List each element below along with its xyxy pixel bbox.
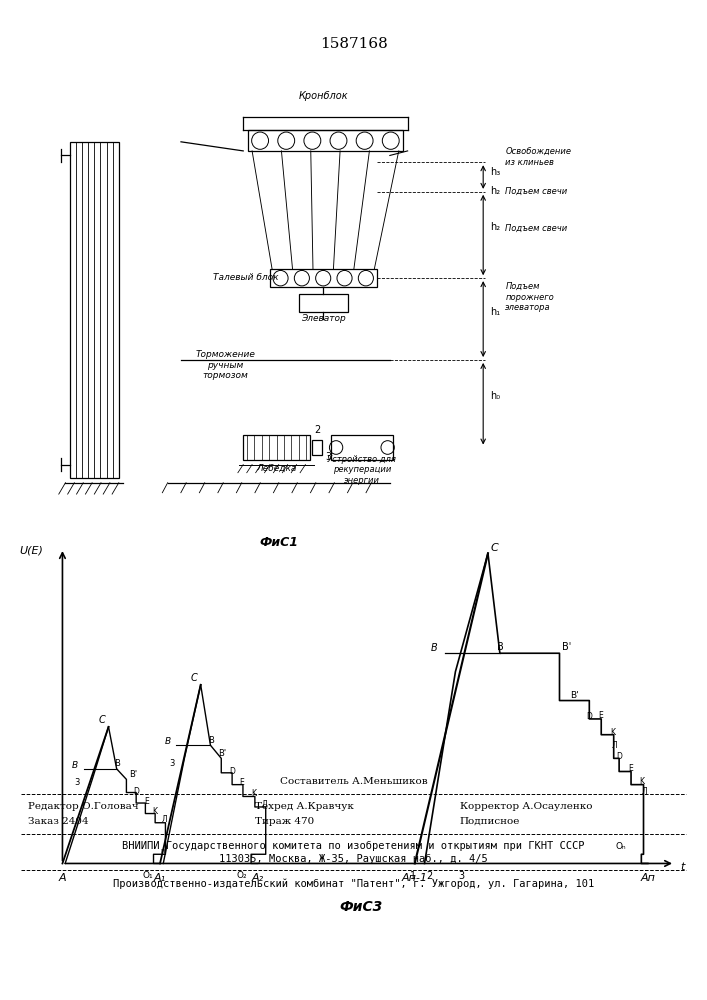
Text: 1: 1 [411, 871, 416, 881]
Text: C: C [491, 543, 498, 553]
Text: Элеватор: Элеватор [300, 314, 346, 323]
Text: B': B' [562, 642, 571, 652]
Text: C: C [99, 715, 105, 725]
Text: h₁: h₁ [490, 307, 500, 317]
Text: B: B [114, 759, 119, 768]
Text: Подъем свечи: Подъем свечи [506, 223, 568, 232]
Text: B: B [72, 761, 78, 770]
Text: 2: 2 [314, 425, 320, 435]
Text: Талевый блок: Талевый блок [214, 273, 279, 282]
Text: O₂: O₂ [237, 871, 247, 880]
Bar [243, 435, 310, 460]
Text: Л: Л [162, 815, 168, 824]
Text: A₁: A₁ [154, 873, 166, 883]
Text: D: D [134, 787, 139, 796]
Text: Тираж 470: Тираж 470 [255, 817, 314, 826]
Text: E: E [240, 778, 245, 787]
Text: U(E): U(E) [20, 545, 44, 555]
Text: B': B' [218, 749, 227, 758]
Text: n: n [160, 848, 165, 854]
Text: 1587168: 1587168 [320, 37, 387, 51]
Text: Устройство для
рекуперации
энергии: Устройство для рекуперации энергии [327, 455, 397, 485]
Text: K: K [251, 789, 256, 798]
Bar [70, 142, 119, 478]
Text: Производственно-издательский комбинат "Патент", г. Ужгород, ул. Гагарина, 101: Производственно-издательский комбинат "П… [113, 878, 594, 889]
Text: Aп: Aп [641, 873, 655, 883]
Text: B: B [497, 642, 504, 652]
Text: O₁: O₁ [143, 871, 153, 880]
Bar [299, 294, 348, 312]
Text: h₂: h₂ [490, 222, 500, 232]
Text: Лебедка: Лебедка [257, 464, 297, 473]
Text: 3: 3 [74, 778, 80, 787]
Text: C: C [191, 673, 198, 683]
Bar [331, 435, 393, 460]
Text: h₀: h₀ [490, 391, 500, 401]
Text: Торможение
ручным
тормозом: Торможение ручным тормозом [196, 350, 255, 380]
Text: B': B' [129, 770, 137, 779]
Text: K: K [610, 728, 615, 737]
Text: D: D [229, 767, 235, 776]
Text: D: D [617, 752, 622, 761]
Text: A: A [59, 873, 66, 883]
Text: Aп-1: Aп-1 [402, 873, 428, 883]
Text: B: B [164, 737, 170, 746]
Bar [247, 130, 403, 151]
Text: E: E [599, 711, 603, 720]
Text: Л: Л [642, 787, 648, 796]
Text: h₃: h₃ [490, 167, 500, 177]
Text: 3: 3 [325, 452, 332, 462]
Text: Подписное: Подписное [460, 817, 520, 826]
Text: 113035, Москва, Ж-35, Раушская наб., д. 4/5: 113035, Москва, Ж-35, Раушская наб., д. … [219, 854, 488, 864]
Text: B: B [431, 643, 438, 653]
Text: A₂: A₂ [252, 873, 264, 883]
Text: Л: Л [262, 800, 267, 809]
Bar [312, 440, 322, 455]
Text: Подъем
порожнего
элеватора: Подъем порожнего элеватора [506, 282, 554, 312]
Text: E: E [629, 764, 633, 773]
Text: Редактор О.Голoвач: Редактор О.Голoвач [28, 802, 139, 811]
Text: B': B' [571, 691, 579, 700]
Text: ФиС1: ФиС1 [259, 536, 298, 549]
Text: 3: 3 [458, 871, 464, 881]
Text: Заказ 2404: Заказ 2404 [28, 817, 89, 826]
Text: Техред А.Кравчук: Техред А.Кравчук [255, 802, 354, 811]
Text: Освобождение
из клиньев: Освобождение из клиньев [506, 147, 571, 167]
Text: B: B [208, 736, 214, 745]
Text: E: E [144, 797, 148, 806]
Text: ФиС3: ФиС3 [339, 900, 382, 914]
Text: 2: 2 [427, 871, 433, 881]
Text: D: D [587, 712, 592, 721]
Text: Кронблок: Кронблок [298, 91, 348, 101]
Text: ВНИИПИ Государственного комитета по изобретениям и открытиям при ГКНТ СССР: ВНИИПИ Государственного комитета по изоб… [122, 841, 585, 851]
Text: Л: Л [612, 741, 618, 750]
Text: Oₙ: Oₙ [615, 842, 626, 851]
Text: K: K [152, 807, 157, 816]
Text: 3: 3 [170, 759, 175, 768]
Text: Составитель А.Меньшиков: Составитель А.Меньшиков [280, 777, 427, 786]
Text: Подъем свечи: Подъем свечи [506, 187, 568, 196]
Text: Корректор А.Осауленко: Корректор А.Осауленко [460, 802, 592, 811]
Text: t: t [680, 862, 685, 872]
Text: h₂: h₂ [490, 186, 500, 196]
Text: K: K [640, 777, 645, 786]
Bar [270, 269, 377, 287]
